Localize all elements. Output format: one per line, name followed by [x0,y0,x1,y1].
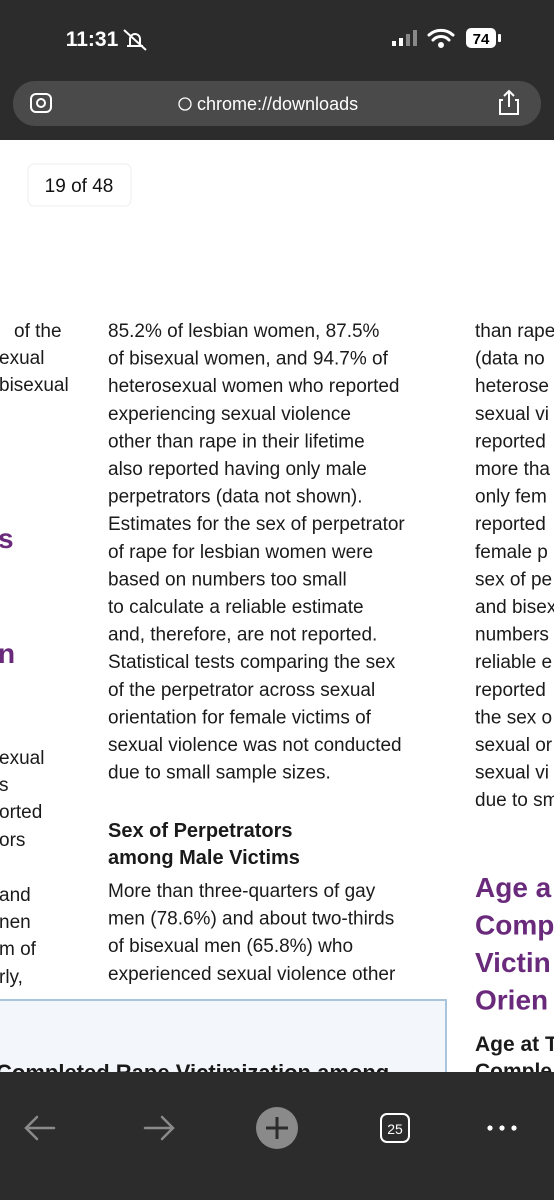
tab-count: 25 [387,1121,403,1137]
share-icon[interactable] [499,89,519,115]
right-heading: Victin [475,947,551,978]
body-line: and, therefore, are not reported. [108,625,377,646]
body-line: sexual or [475,735,553,756]
signal-icon [392,30,417,46]
body-line: female p [475,542,548,563]
page-badge [27,163,132,207]
section-heading: Sex of Perpetrators [108,820,293,842]
body-line: of bisexual women, and 94.7% of [108,349,389,370]
body-line: More than three-quarters of gay [108,881,376,902]
left-heading-fragment: n [0,638,15,669]
body-line: the sex o [475,707,552,728]
pdf-page [0,140,554,1072]
menu-button[interactable] [487,1125,517,1131]
left-text-fragment: exual [0,348,44,369]
body-line: orientation for female victims of [108,707,372,728]
body-line: experienced sexual violence other [108,964,396,985]
body-line: sexual vi [475,763,549,784]
lens-icon[interactable] [30,93,52,113]
body-line: heterose [475,376,549,397]
plus-icon [266,1117,288,1139]
left-text-fragment: and [0,885,31,906]
body-line: reported [475,431,546,452]
left-text-fragment: nen [0,912,31,933]
body-line: heterosexual women who reported [108,376,400,397]
body-line: sex of pe [475,569,552,590]
body-line: sexual violence was not conducted [108,735,402,756]
body-line: of rape for lesbian women were [108,542,373,563]
left-text-fragment: of the [14,321,62,342]
clock: 11:31 [66,28,119,51]
address-bar[interactable] [13,81,541,126]
body-line: of the perpetrator across sexual [108,680,375,701]
body-line: due to sm [475,790,554,811]
back-button[interactable] [24,1115,56,1141]
body-line: reported [475,680,546,701]
battery-level: 74 [473,31,490,48]
wifi-icon [427,28,455,48]
body-line: experiencing sexual violence [108,404,351,425]
body-line: than rape [475,321,554,342]
info-icon [178,97,192,111]
left-text-fragment: ors [0,830,25,851]
body-line: reliable e [475,652,552,673]
body-line: other than rape in their lifetime [108,431,365,452]
forward-button[interactable] [143,1115,175,1141]
body-line: of bisexual men (65.8%) who [108,936,353,957]
body-line: due to small sample sizes. [108,763,331,784]
body-line: Estimates for the sex of perpetrator [108,514,405,535]
body-line: perpetrators (data not shown). [108,487,363,508]
right-subheading: Age at T [475,1033,554,1056]
left-text-fragment: exual [0,748,44,769]
body-line: reported [475,514,546,535]
page-indicator: 19 of 48 [45,176,114,197]
tabs-button[interactable] [380,1113,410,1143]
battery-tip [498,34,501,42]
body-line: 85.2% of lesbian women, 87.5% [108,321,380,342]
left-text-fragment: bisexual [0,375,69,396]
left-text-fragment: m of [0,939,37,960]
right-heading: Orien [475,985,548,1016]
body-line: and bisex [475,597,554,618]
right-heading: Comp [475,910,554,941]
body-line: Statistical tests comparing the sex [108,652,396,673]
body-line: based on numbers too small [108,569,347,590]
body-line: (data no [475,349,545,370]
section-heading: among Male Victims [108,847,300,869]
url: chrome://downloads [197,94,358,114]
body-line: sexual vi [475,404,549,425]
battery [466,28,496,48]
body-line: only fem [475,487,547,508]
body-line: also reported having only male [108,459,367,480]
body-line: men (78.6%) and about two-thirds [108,909,394,930]
right-heading: Age a [475,872,552,903]
mute-icon [123,29,147,51]
left-text-fragment: rly, [0,967,23,988]
body-line: more tha [475,459,550,480]
body-line: to calculate a reliable estimate [108,597,364,618]
body-line: numbers [475,625,549,646]
left-text-fragment: orted [0,802,42,823]
left-heading-fragment: s [0,523,14,554]
left-text-fragment: s [0,775,9,796]
